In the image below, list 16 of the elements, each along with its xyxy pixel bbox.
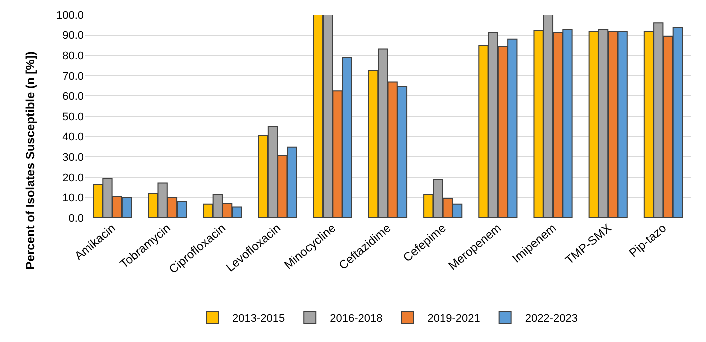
legend-label: 2022-2023 — [525, 313, 578, 326]
y-tick-label: 100.0 — [56, 10, 84, 22]
legend-label: 2016-2018 — [330, 313, 383, 326]
y-tick-label: 30.0 — [62, 152, 84, 164]
y-tick-label: 50.0 — [62, 111, 84, 124]
y-tick-label: 10.0 — [62, 192, 84, 205]
legend-label: 2013-2015 — [232, 313, 286, 326]
y-tick-label: 60.0 — [62, 91, 84, 104]
y-tick-label: 20.0 — [62, 172, 84, 184]
legend-label: 2019-2021 — [428, 313, 480, 326]
y-tick-label: 40.0 — [62, 132, 84, 144]
y-axis-title: Percent of Isolates Susceptible (n [%]) — [23, 52, 38, 270]
y-tick-label: 90.0 — [62, 30, 84, 42]
y-tick-label: 80.0 — [62, 50, 84, 62]
y-tick-label: 70.0 — [62, 70, 84, 83]
y-tick-label: 0.0 — [68, 212, 84, 225]
